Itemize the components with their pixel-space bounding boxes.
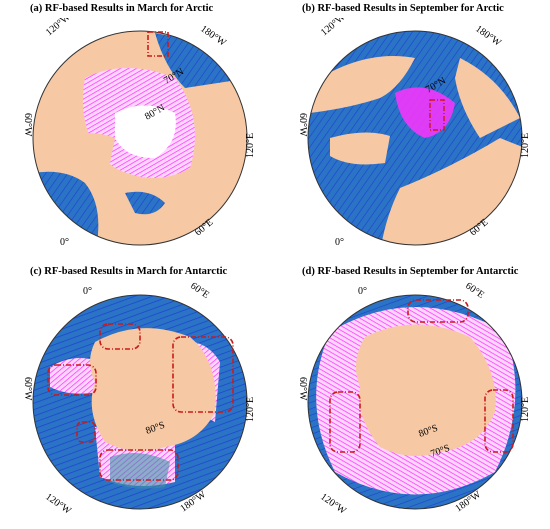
ocean-baltic	[125, 191, 165, 215]
land-siberia	[455, 58, 520, 138]
box-east	[484, 389, 514, 453]
panel-c-map: 0° 60°E 60°W 120°E 120°W 180°W 80°S	[22, 282, 256, 517]
label-left: 60°W	[22, 377, 33, 401]
label-top-right: 60°E	[188, 282, 211, 301]
label-bottom-left: 0°	[335, 237, 344, 248]
box-west	[76, 421, 96, 443]
label-bottom-left: 0°	[60, 237, 69, 248]
panel-a-map: 120°W 180°W 60°W 120°E 0° 60°E 70°N 80°N	[22, 18, 256, 248]
box	[147, 31, 169, 57]
label-top-left: 120°W	[319, 18, 348, 38]
panel-a-title: (a) RF-based Results in March for Arctic	[30, 3, 214, 14]
label-top-left: 0°	[83, 286, 92, 297]
label-top-right: 60°E	[463, 282, 486, 301]
box-west	[329, 391, 361, 453]
land-northamerica	[308, 56, 415, 113]
box-east	[172, 336, 234, 413]
panel-b-map: 120°W 180°W 60°W 120°E 0° 60°E 70°N	[297, 18, 531, 248]
land-antarctica	[90, 328, 216, 451]
panel-d-title: (d) RF-based Results in September for An…	[302, 266, 519, 277]
land-greenland	[330, 132, 390, 165]
label-top-right: 180°W	[473, 23, 503, 49]
label-right: 120°E	[520, 133, 531, 158]
box-weddell	[47, 364, 97, 396]
box-north	[407, 299, 469, 323]
panel-c-title: (c) RF-based Results in March for Antarc…	[30, 266, 228, 277]
label-bottom-left: 120°W	[43, 491, 73, 517]
land-greenland	[55, 133, 115, 165]
label-top-left: 120°W	[44, 18, 73, 38]
ice-shelf	[110, 453, 170, 489]
label-right: 120°E	[245, 133, 256, 158]
label-left: 60°W	[22, 113, 33, 137]
sea-ice-weddell	[50, 358, 100, 394]
label-top-left: 0°	[358, 286, 367, 297]
panel-d-map: 0° 60°E 60°W 120°E 120°W 180°W 80°S 70°S	[297, 282, 531, 517]
box	[429, 99, 445, 131]
label-bottom-left: 120°W	[318, 491, 348, 517]
label-right: 120°E	[520, 397, 531, 422]
land-antarctica	[356, 324, 496, 456]
label-top-right: 180°W	[198, 23, 228, 49]
label-left: 60°W	[297, 377, 308, 401]
panel-b-title: (b) RF-based Results in September for Ar…	[302, 3, 504, 14]
open-ice-center	[115, 105, 176, 158]
box-ross	[99, 449, 179, 481]
label-right: 120°E	[245, 397, 256, 422]
label-left: 60°W	[297, 113, 308, 137]
box-north	[99, 323, 141, 350]
